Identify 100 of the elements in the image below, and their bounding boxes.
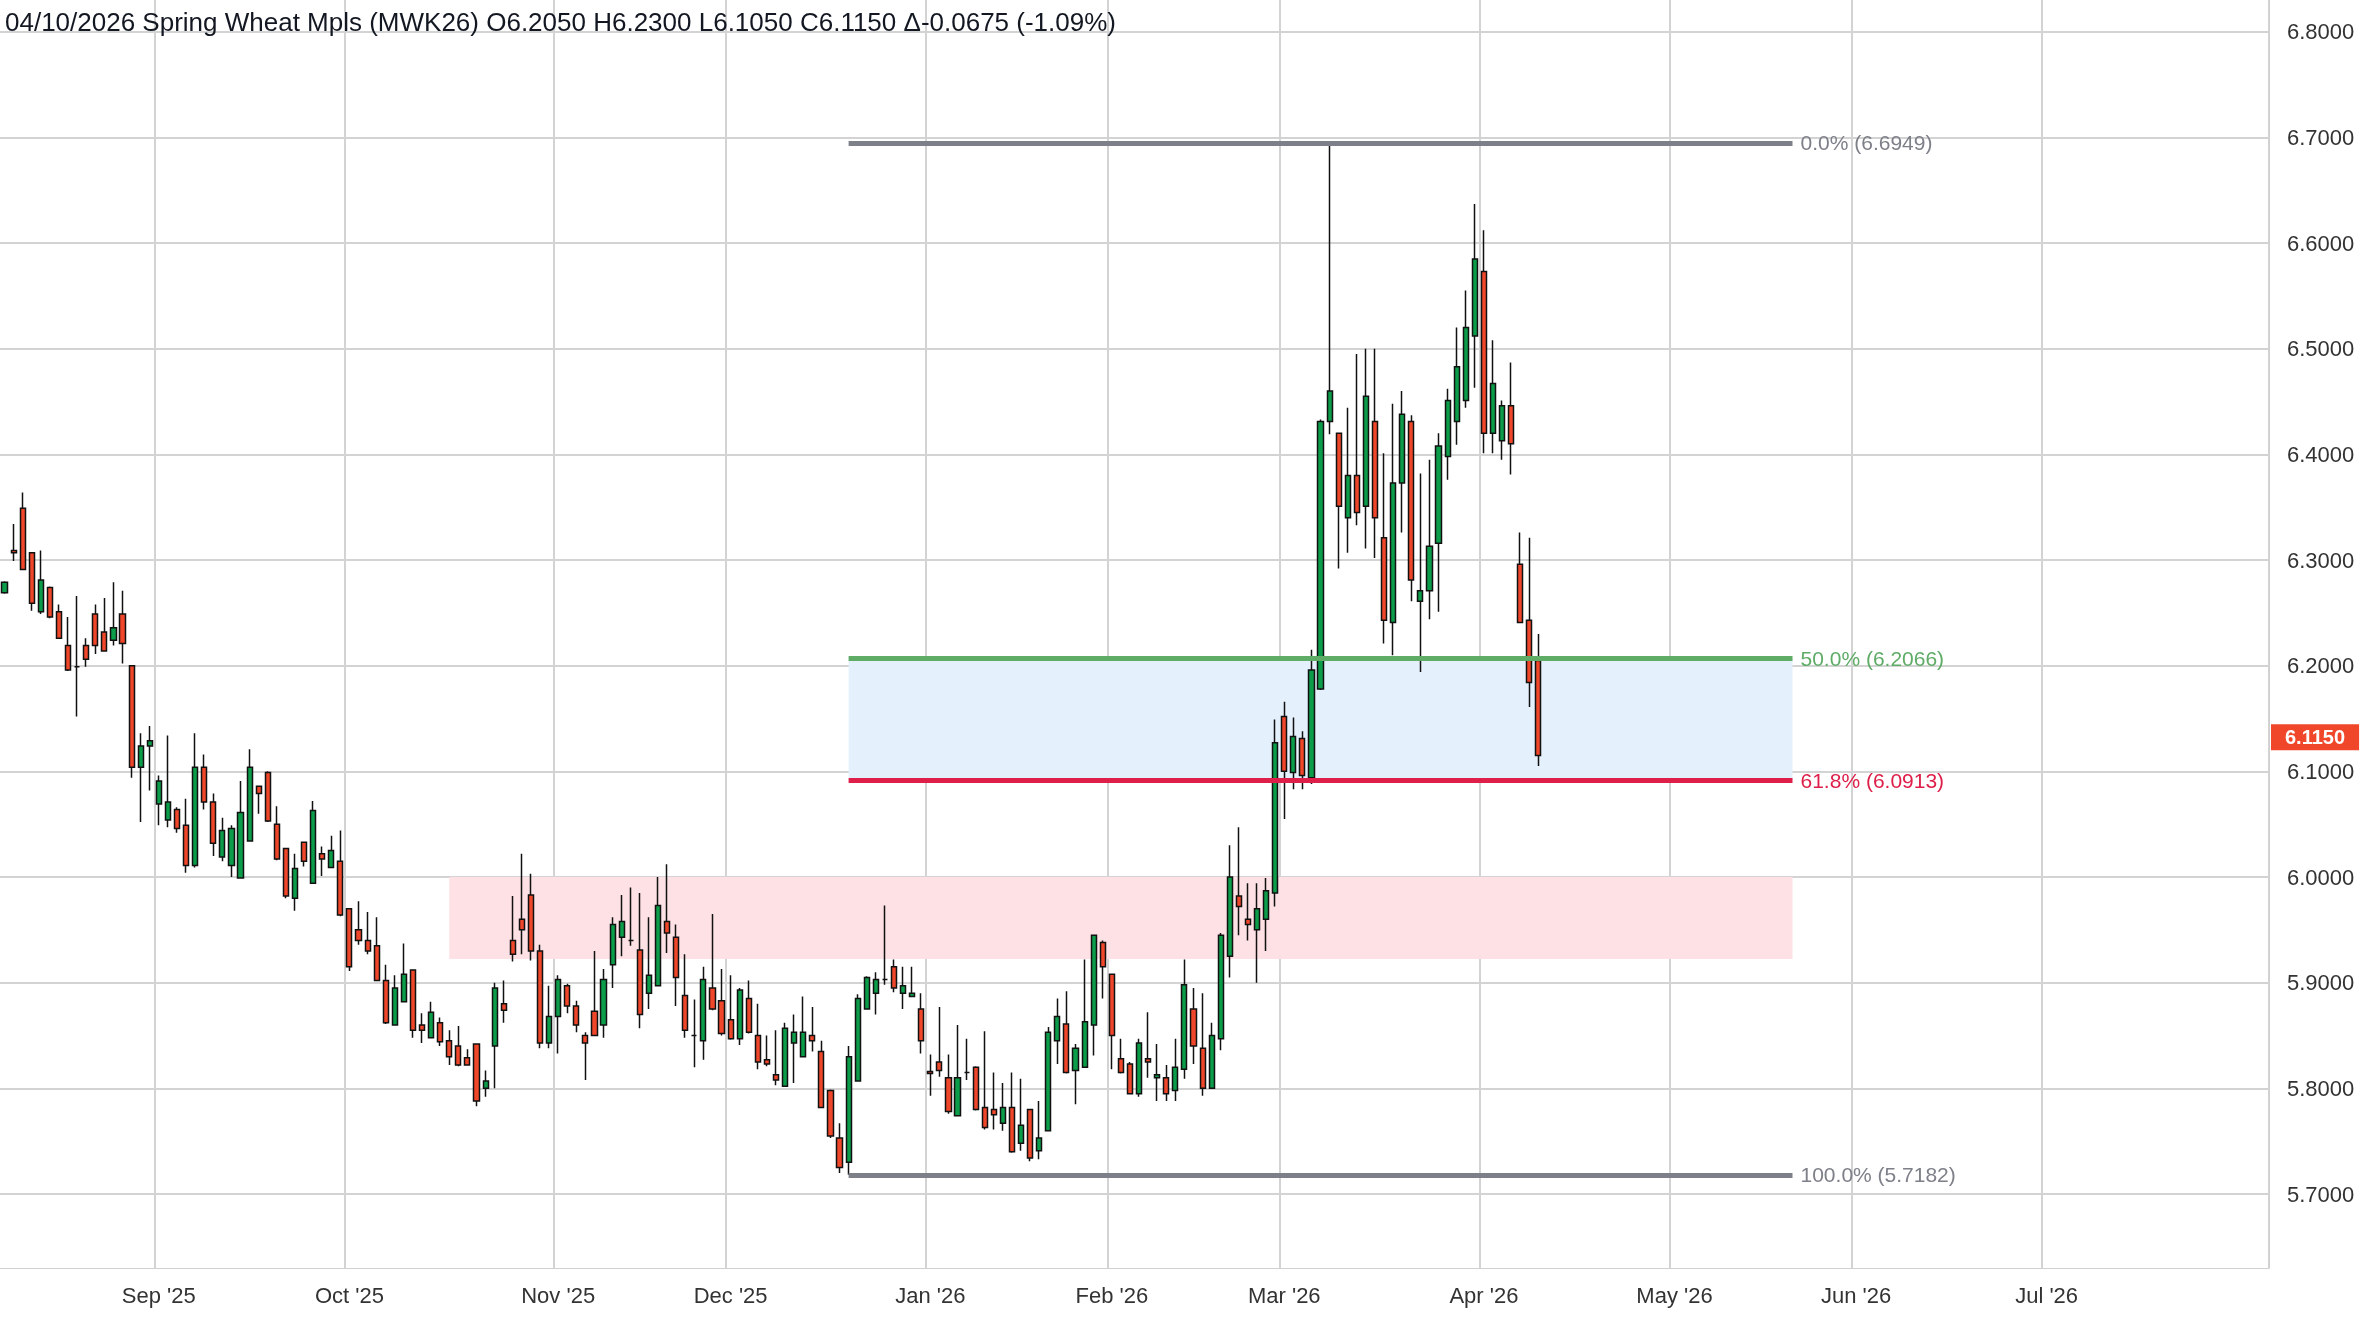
candlestick bbox=[482, 1069, 490, 1098]
candlestick bbox=[227, 824, 236, 878]
candlestick bbox=[1507, 361, 1515, 476]
candlestick bbox=[128, 664, 136, 779]
candlestick bbox=[1289, 716, 1297, 791]
candlestick bbox=[527, 873, 535, 962]
candlestick bbox=[1371, 347, 1379, 559]
candlestick bbox=[681, 953, 689, 1039]
candlestick bbox=[990, 1071, 998, 1131]
candlestick bbox=[327, 835, 335, 869]
candlestick bbox=[1108, 973, 1116, 1071]
candlestick bbox=[872, 971, 880, 1016]
candlestick bbox=[1189, 987, 1198, 1065]
candlestick bbox=[1171, 1037, 1179, 1102]
candlestick bbox=[908, 966, 916, 998]
candlestick bbox=[854, 993, 862, 1082]
candlestick bbox=[236, 780, 245, 879]
x-tick-label: Jun '26 bbox=[1820, 1282, 1892, 1308]
candlestick bbox=[1235, 826, 1243, 936]
y-tick-label: 5.7000 bbox=[2287, 1181, 2355, 1207]
candlestick bbox=[309, 800, 317, 885]
candlestick bbox=[1471, 203, 1479, 389]
candlestick bbox=[109, 581, 118, 647]
candlestick bbox=[173, 806, 181, 834]
y-tick-label: 6.7000 bbox=[2287, 124, 2355, 150]
candlestick bbox=[717, 968, 726, 1037]
y-tick-label: 6.0000 bbox=[2287, 864, 2355, 890]
candlestick bbox=[1434, 432, 1443, 613]
candlestick bbox=[500, 979, 508, 1024]
candlestick bbox=[409, 969, 417, 1039]
candlestick bbox=[672, 923, 680, 1007]
candlestick bbox=[164, 734, 172, 829]
candlestick bbox=[1017, 1078, 1025, 1152]
candlestick bbox=[890, 958, 898, 993]
candlestick bbox=[618, 894, 626, 958]
candlestick bbox=[1280, 700, 1288, 820]
candlestick bbox=[19, 491, 27, 571]
x-tick-label: Dec '25 bbox=[693, 1282, 768, 1308]
candlestick bbox=[37, 549, 45, 615]
candlestick bbox=[491, 981, 499, 1090]
candlestick bbox=[1008, 1071, 1016, 1154]
candlestick bbox=[1153, 1043, 1161, 1102]
candlestick bbox=[1353, 353, 1361, 526]
candlestick bbox=[1199, 992, 1207, 1097]
y-tick-label: 5.8000 bbox=[2287, 1075, 2355, 1101]
candlestick bbox=[354, 900, 363, 946]
candlestick bbox=[209, 792, 217, 857]
candlestick bbox=[1344, 407, 1352, 554]
y-tick-label: 6.8000 bbox=[2287, 19, 2355, 45]
x-tick-label: Jan '26 bbox=[895, 1282, 966, 1308]
candlestick bbox=[917, 992, 925, 1055]
candlestick bbox=[1362, 347, 1370, 550]
candlestick bbox=[28, 551, 36, 612]
candlestick bbox=[808, 1006, 816, 1053]
candlestick bbox=[972, 1065, 980, 1112]
candlestick bbox=[1226, 844, 1234, 979]
candlestick bbox=[736, 987, 744, 1046]
candlestick bbox=[1099, 939, 1107, 1000]
candlestick bbox=[817, 1040, 825, 1109]
candlestick bbox=[645, 916, 653, 1010]
candlestick bbox=[1534, 633, 1542, 767]
candlestick bbox=[1380, 452, 1388, 645]
candlestick bbox=[654, 876, 662, 987]
candlestick bbox=[73, 595, 81, 718]
candlestick bbox=[1298, 730, 1306, 791]
candlestick bbox=[1081, 958, 1089, 1068]
y-tick-label: 6.4000 bbox=[2287, 441, 2355, 467]
candlestick bbox=[708, 913, 717, 1011]
candlestick bbox=[963, 1037, 971, 1081]
candlestick bbox=[91, 603, 99, 655]
candlestick bbox=[944, 1053, 953, 1115]
candlestick bbox=[1253, 882, 1261, 984]
candlestick bbox=[182, 798, 190, 874]
candlestick bbox=[291, 853, 299, 912]
candlestick bbox=[1307, 649, 1316, 785]
candlestick bbox=[1244, 882, 1252, 942]
candlestick bbox=[1389, 402, 1397, 656]
y-tick-label: 6.3000 bbox=[2287, 547, 2355, 573]
candlestick bbox=[935, 1006, 943, 1078]
candlestick bbox=[1217, 932, 1225, 1052]
y-tick-label: 5.9000 bbox=[2287, 970, 2355, 996]
candlestick bbox=[345, 907, 353, 972]
candlestick bbox=[1489, 339, 1497, 455]
candlestick bbox=[1162, 1064, 1170, 1102]
candlestick bbox=[863, 975, 871, 1010]
candlestick bbox=[1062, 990, 1070, 1075]
candlestick bbox=[1498, 399, 1506, 461]
candlestick bbox=[772, 1029, 780, 1086]
candlestick bbox=[454, 1025, 462, 1067]
candlestick bbox=[46, 585, 54, 619]
candlestick bbox=[835, 1122, 844, 1174]
candlestick bbox=[373, 916, 381, 982]
ref-line-label: 50.0% (6.2066) bbox=[1800, 647, 1945, 671]
candlestick bbox=[445, 1029, 453, 1066]
candlestick bbox=[1444, 388, 1452, 481]
candlestick bbox=[590, 950, 599, 1037]
candlestick bbox=[545, 985, 553, 1049]
candlestick bbox=[336, 829, 344, 917]
candlestick bbox=[1262, 877, 1270, 952]
candlestick bbox=[1126, 1061, 1134, 1095]
